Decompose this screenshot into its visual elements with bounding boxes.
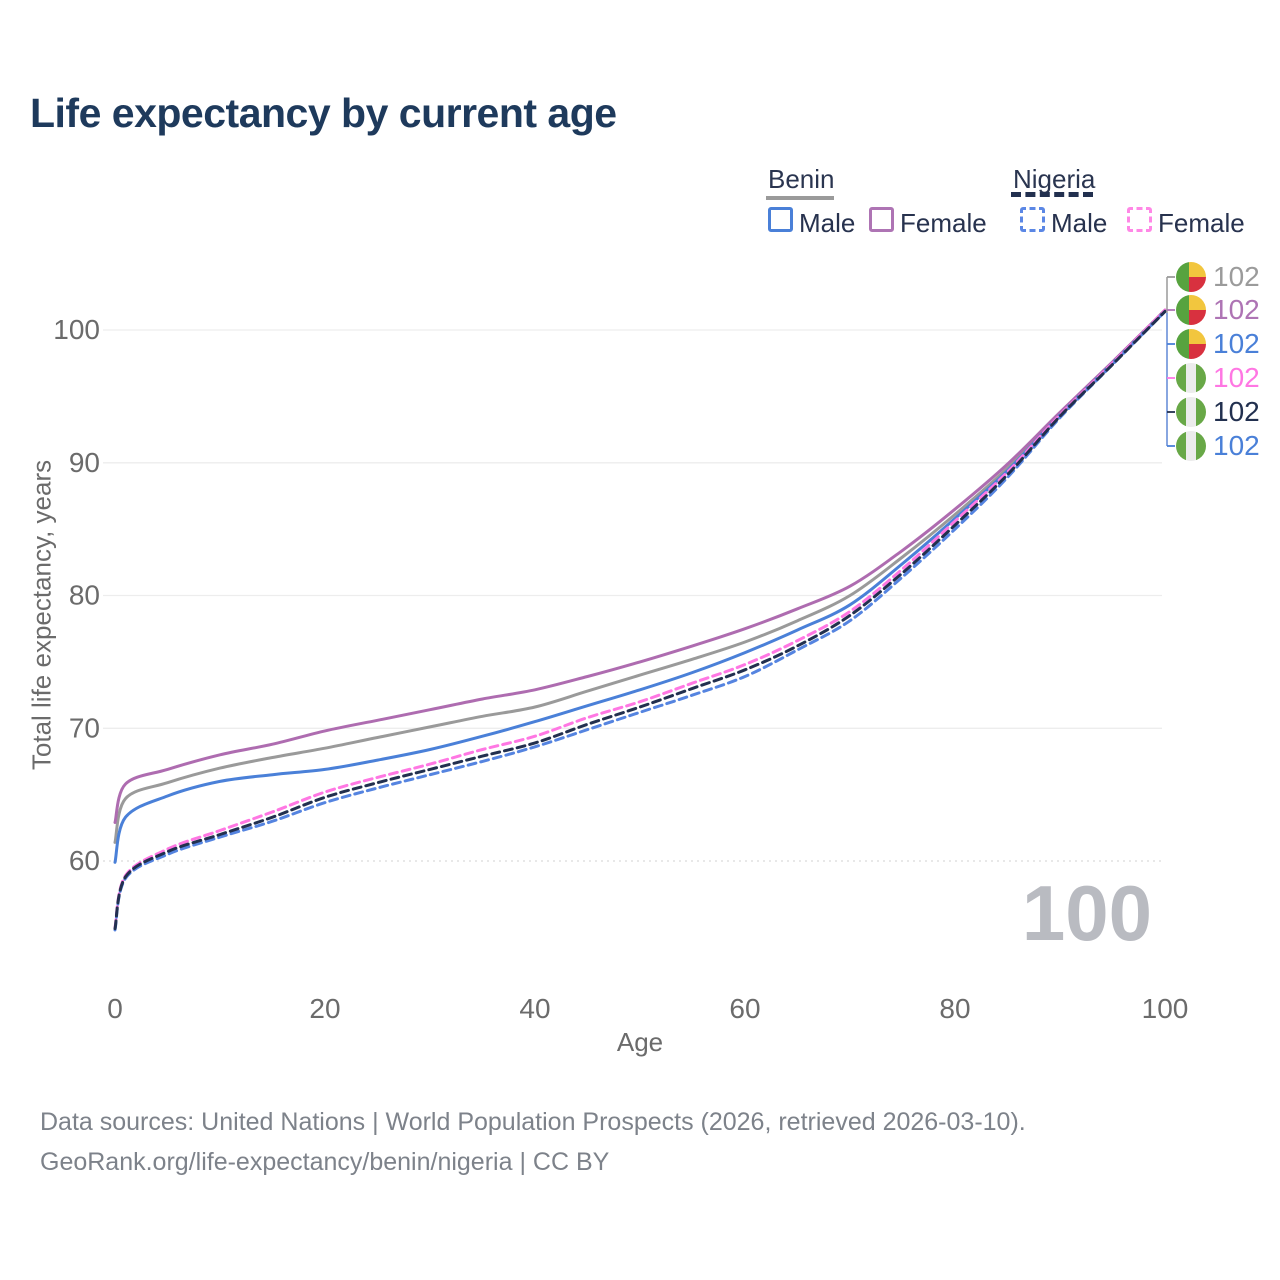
- endpoint-value: 102: [1213, 294, 1260, 325]
- benin-flag-icon: [1176, 262, 1206, 292]
- endpoint-value: 102: [1213, 362, 1260, 393]
- legend-checkbox-benin-male[interactable]: [768, 207, 793, 232]
- y-tick-label: 90: [69, 447, 100, 478]
- series-line-benin-average[interactable]: [113, 308, 1167, 844]
- chart-title: Life expectancy by current age: [30, 90, 617, 136]
- footer-sources: Data sources: United Nations | World Pop…: [40, 1108, 1026, 1136]
- legend-group-benin[interactable]: Benin: [768, 164, 835, 194]
- series-line-benin-male[interactable]: [113, 309, 1167, 864]
- endpoint-label-benin-female: 102: [1176, 295, 1260, 325]
- endpoint-value: 102: [1213, 396, 1260, 427]
- endpoint-label-benin-average: 102: [1176, 262, 1260, 292]
- nigeria-dashed-line-swatch: [1011, 192, 1093, 197]
- endpoint-value: 102: [1213, 261, 1260, 292]
- legend-group-nigeria[interactable]: Nigeria: [1013, 164, 1096, 194]
- legend-label-benin-female[interactable]: Female: [900, 208, 987, 238]
- legend-checkbox-nigeria-female[interactable]: [1127, 207, 1152, 232]
- x-tick-label: 80: [939, 993, 970, 1024]
- series-line-nigeria-average[interactable]: [113, 309, 1167, 931]
- x-tick-label: 60: [729, 993, 760, 1024]
- legend-label-nigeria-male[interactable]: Male: [1051, 208, 1108, 238]
- legend-label-benin-male[interactable]: Male: [799, 208, 856, 238]
- y-tick-label: 80: [69, 580, 100, 611]
- benin-flag-icon: [1176, 295, 1206, 325]
- x-tick-label: 100: [1142, 993, 1189, 1024]
- nigeria-flag-icon: [1176, 363, 1206, 393]
- y-axis-title: Total life expectancy, years: [26, 459, 57, 771]
- y-tick-label: 70: [69, 712, 100, 743]
- endpoint-label-nigeria-female: 102: [1176, 363, 1260, 393]
- benin-solid-line-swatch: [766, 196, 834, 200]
- series-line-nigeria-male[interactable]: [113, 309, 1167, 932]
- endpoint-value: 102: [1213, 430, 1260, 461]
- x-tick-label: 20: [309, 993, 340, 1024]
- endpoint-value: 102: [1213, 328, 1260, 359]
- legend-checkbox-nigeria-male[interactable]: [1020, 207, 1045, 232]
- legend-checkbox-benin-female[interactable]: [869, 207, 894, 232]
- endpoint-label-benin-male: 102: [1176, 329, 1260, 359]
- footer-url: GeoRank.org/life-expectancy/benin/nigeri…: [40, 1148, 610, 1176]
- x-axis-title: Age: [616, 1027, 664, 1057]
- y-tick-label: 100: [53, 314, 100, 345]
- series-line-benin-female[interactable]: [113, 308, 1167, 824]
- endpoint-label-nigeria-average: 102: [1176, 397, 1260, 427]
- nigeria-flag-icon: [1176, 431, 1206, 461]
- x-tick-label: 0: [107, 993, 123, 1024]
- benin-flag-icon: [1176, 329, 1206, 359]
- endpoint-label-nigeria-male: 102: [1176, 431, 1260, 461]
- hovered-age-watermark: 100: [1021, 869, 1152, 957]
- legend-label-nigeria-female[interactable]: Female: [1158, 208, 1245, 238]
- series-line-nigeria-female[interactable]: [113, 308, 1167, 929]
- x-tick-label: 40: [519, 993, 550, 1024]
- nigeria-flag-icon: [1176, 397, 1206, 427]
- y-tick-label: 60: [69, 845, 100, 876]
